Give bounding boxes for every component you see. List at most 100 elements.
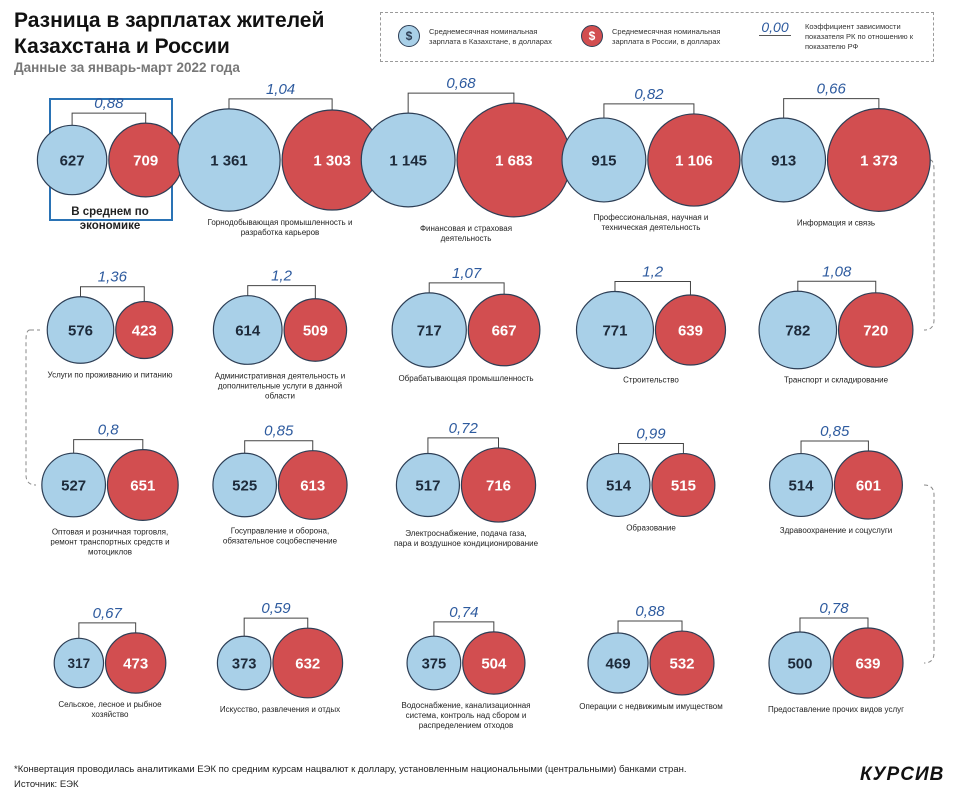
sector-label: Оптовая и розничная торговля, (52, 527, 168, 536)
ru-wage-value: 716 (486, 477, 511, 494)
ratio-label: 1,36 (98, 269, 128, 286)
kz-wage-circle (46, 296, 115, 364)
ratio-bracket (603, 103, 695, 119)
ratio-bracket (617, 620, 683, 633)
kz-wage-circle (41, 452, 107, 518)
ru-wage-value: 504 (481, 655, 507, 672)
page-subtitle: Данные за январь-март 2022 года (14, 60, 240, 75)
ru-wage-value: 613 (300, 477, 325, 494)
ru-wage-value: 639 (678, 322, 703, 339)
sector-label: Строительство (623, 375, 679, 384)
kz-wage-circle (212, 295, 283, 365)
ratio-label: 1,2 (642, 264, 664, 281)
sector-label: области (265, 391, 295, 400)
ru-wage-circle (651, 452, 716, 518)
ru-wage-value: 667 (492, 322, 517, 339)
legend-ratio-sample: 0,00 (759, 19, 791, 36)
kz-wage-circle (36, 124, 108, 196)
ratio-bracket (800, 440, 869, 454)
kz-wage-value: 627 (60, 152, 85, 169)
ru-wage-circle (826, 108, 931, 212)
ratio-bracket (614, 281, 691, 295)
ru-wage-value: 1 683 (495, 152, 533, 169)
kz-wage-value: 373 (232, 656, 257, 672)
ratio-label: 0,67 (93, 605, 123, 622)
kz-wage-value: 514 (789, 477, 815, 494)
legend-kz-text: Среднемесячная номинальная зарплата в Ка… (429, 27, 552, 46)
ru-wage-circle (460, 447, 537, 523)
ratio-label: 0,82 (634, 86, 664, 103)
kz-wage-circle (586, 452, 651, 518)
sector-label: ремонт транспортных средств и (50, 537, 169, 546)
ratio-label: 0,78 (819, 600, 849, 617)
ru-wage-value: 651 (130, 477, 155, 494)
sector-label: Финансовая и страховая (420, 224, 512, 233)
ratio-bracket (427, 437, 500, 454)
kz-wage-value: 782 (785, 322, 810, 339)
ratio-label: 1,04 (266, 81, 295, 98)
sector-label: система, контроль над сбором и (406, 711, 527, 720)
ratio-bracket (78, 622, 137, 639)
ru-wage-circle (462, 631, 526, 695)
sector-label: Административная деятельность и (215, 371, 345, 380)
kursiv-logo: КУРСИВ (860, 764, 945, 785)
kz-wage-value: 576 (68, 322, 93, 339)
sector-label: Операции с недвижимым имуществом (579, 702, 723, 711)
ratio-bracket (71, 112, 147, 126)
kz-wage-circle (53, 637, 105, 689)
kz-wage-value: 500 (787, 655, 812, 672)
kz-wage-value: 317 (68, 656, 91, 671)
sector-label: Искусство, развлечения и отдых (220, 705, 340, 714)
sector-label: Информация и связь (797, 218, 875, 227)
ratio-label: 0,88 (94, 95, 124, 112)
ru-wage-circle (654, 294, 727, 366)
kz-wage-value: 469 (606, 655, 631, 672)
sector-label: распределением отходов (419, 721, 513, 730)
ratio-bracket (247, 285, 316, 299)
sector-label: Электроснабжение, подача газа, (405, 529, 527, 538)
kz-wage-circle (769, 452, 834, 518)
kz-wage-circle (575, 290, 655, 370)
sector-label: дополнительные услуги в данной (218, 381, 342, 390)
ru-wage-value: 515 (671, 477, 696, 494)
ratio-label: 0,74 (449, 604, 478, 621)
sector-label: Сельское, лесное и рыбное (58, 700, 162, 709)
kz-wage-circle (391, 292, 467, 368)
ru-dollar-icon: $ (581, 25, 603, 47)
ratio-bracket (433, 621, 495, 637)
ru-wage-circle (833, 450, 903, 520)
kz-wage-circle (395, 452, 461, 518)
ru-wage-circle (272, 627, 344, 699)
ratio-label: 1,08 (822, 263, 852, 280)
ru-wage-value: 423 (132, 322, 157, 339)
sector-label: Госуправление и оборона, (231, 526, 329, 535)
ru-wage-value: 1 373 (860, 152, 898, 169)
legend-ru-text: Среднемесячная номинальная зарплата в Ро… (612, 27, 721, 46)
ratio-label: 0,88 (635, 603, 665, 620)
ratio-bracket (407, 92, 515, 114)
ru-wage-circle (837, 292, 914, 368)
ratio-bracket (799, 617, 869, 633)
kz-wage-value: 913 (771, 152, 796, 169)
sector-label: Образование (626, 523, 676, 532)
ru-wage-circle (649, 630, 715, 696)
sector-label: Предоставление прочих видов услуг (768, 705, 904, 714)
ru-wage-value: 1 106 (675, 152, 713, 169)
ratio-label: 0,68 (446, 75, 476, 92)
kz-wage-value: 527 (61, 477, 86, 494)
ru-wage-value: 632 (295, 655, 320, 672)
ru-wage-circle (115, 300, 174, 360)
kz-wage-value: 614 (235, 322, 261, 339)
kz-wage-circle (561, 117, 647, 203)
ru-wage-value: 1 303 (313, 152, 351, 169)
sector-label: техническая деятельность (602, 223, 701, 232)
sector-label: Услуги по проживанию и питанию (48, 370, 173, 379)
ratio-bracket (73, 439, 144, 454)
ru-wage-circle (832, 627, 904, 699)
footnote: *Конвертация проводилась аналитиками ЕЭК… (14, 764, 687, 775)
sector-label: Здравоохранение и соцуслуги (780, 526, 892, 535)
ru-wage-value: 509 (303, 322, 328, 339)
kz-wage-circle (768, 631, 832, 695)
sector-label: Горнодобывающая промышленность и (208, 218, 353, 227)
